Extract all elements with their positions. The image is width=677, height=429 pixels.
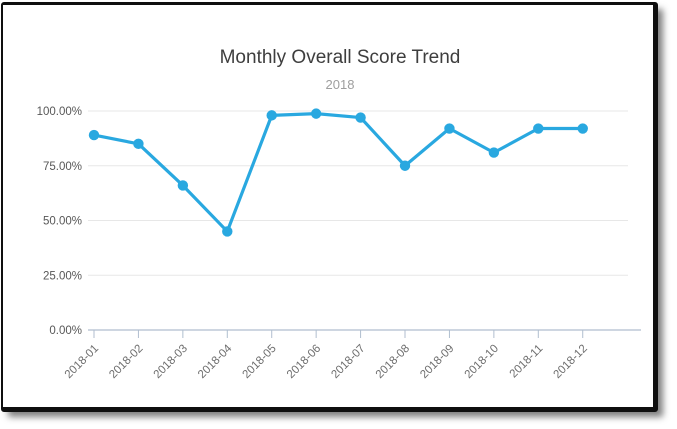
data-point[interactable] (133, 138, 144, 150)
y-tick-label: 50.00% (43, 216, 82, 228)
y-tick-label: 25.00% (43, 270, 82, 282)
data-point[interactable] (399, 160, 411, 171)
score-series (88, 108, 588, 237)
y-tick-label: 100.00% (37, 106, 82, 118)
data-point[interactable] (177, 180, 189, 191)
x-tick-label: 2018-10 (463, 343, 501, 381)
y-tick-label: 75.00% (43, 161, 82, 173)
y-axis-tick-labels: 100.00% 75.00% 50.00% 25.00% 0.00% (37, 106, 82, 337)
chart-title: Monthly Overall Score Trend (220, 47, 461, 68)
y-tick-label: 0.00% (49, 325, 82, 337)
x-tick-label: 2018-01 (63, 343, 101, 381)
data-point[interactable] (310, 108, 322, 119)
data-point[interactable] (577, 123, 588, 134)
x-tick-label: 2018-11 (508, 343, 546, 381)
x-tick-label: 2018-04 (196, 342, 235, 381)
x-tick-label: 2018-08 (374, 343, 412, 381)
x-tick-label: 2018-03 (152, 343, 190, 381)
x-axis (88, 329, 641, 338)
x-axis-tick-labels: 2018-01 2018-02 2018-03 2018-04 2018-05 2018-… (63, 342, 590, 381)
data-point[interactable] (355, 112, 366, 123)
data-point[interactable] (488, 147, 500, 158)
data-point[interactable] (444, 123, 455, 134)
data-point[interactable] (266, 110, 277, 121)
screenshot-frame: Monthly Overall Score Trend 2018 100.00%… (1, 2, 658, 412)
x-tick-label: 2018-12 (552, 343, 590, 381)
data-point[interactable] (533, 123, 544, 134)
trend-line (92, 112, 585, 234)
x-tick-label: 2018-06 (285, 343, 323, 381)
chart-subtitle: 2018 (326, 77, 355, 92)
line-chart: Monthly Overall Score Trend 2018 100.00%… (37, 47, 641, 381)
x-tick-label: 2018-07 (329, 343, 367, 381)
data-point[interactable] (222, 226, 233, 237)
gridlines (88, 110, 628, 276)
x-tick-label: 2018-02 (107, 343, 145, 381)
x-tick-label: 2018-05 (241, 343, 279, 381)
data-point[interactable] (88, 129, 100, 141)
x-tick-label: 2018-09 (418, 343, 456, 381)
